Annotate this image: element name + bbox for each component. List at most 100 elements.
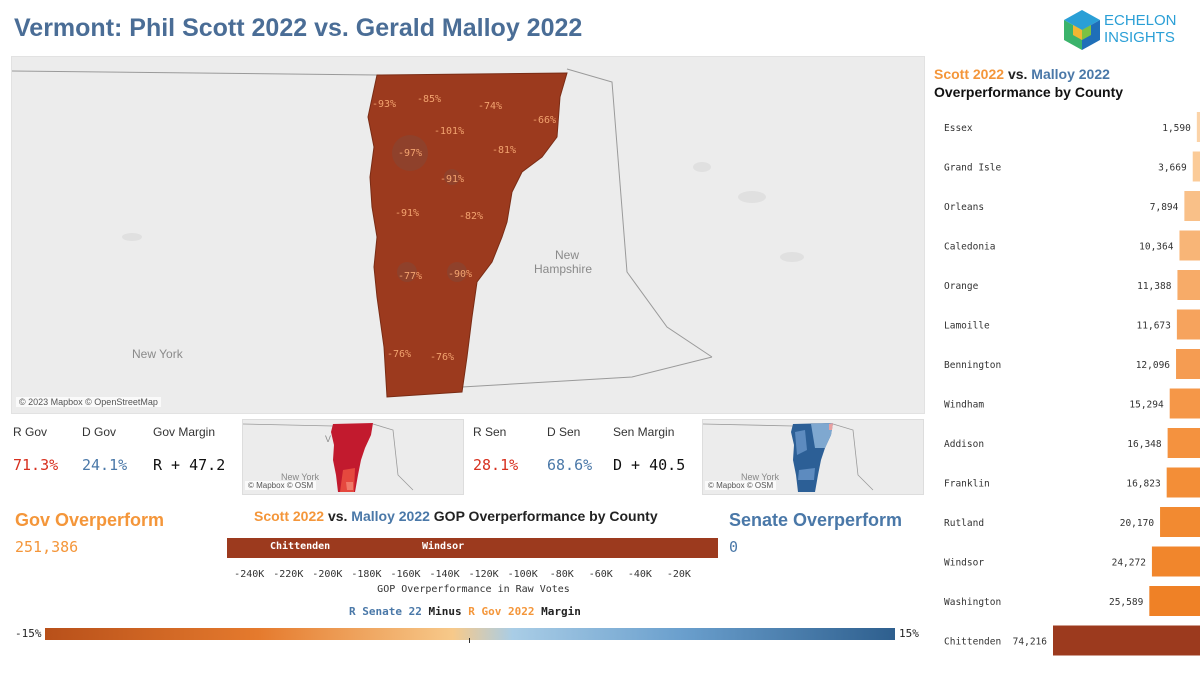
- x-tick-label: -80K: [550, 569, 574, 580]
- senate-overperform-value: 0: [729, 538, 739, 556]
- d-sen-value: 68.6%: [547, 456, 593, 474]
- county-value-label: 12,096: [1136, 360, 1171, 371]
- stack-chart-xlabel: GOP Overperformance in Raw Votes: [377, 584, 570, 595]
- county-label: Bennington: [944, 360, 1001, 371]
- legend-zero-tick: [469, 638, 470, 643]
- county-label: Windham: [944, 400, 984, 411]
- gov-overperform-label: Gov Overperform: [15, 510, 165, 530]
- county-label: Orleans: [944, 202, 984, 213]
- county-overperformance-chart[interactable]: Chittenden Windsor -240K -220K -200K -180K -16…: [200, 530, 730, 600]
- mini-map-credit[interactable]: © Mapbox © OSM: [245, 481, 317, 490]
- x-tick-label: -20K: [667, 569, 691, 580]
- vermont-shape: [331, 423, 373, 492]
- county-label: Addison: [944, 439, 984, 450]
- county-pct: -76%: [430, 352, 454, 363]
- county-bar[interactable]: [1192, 151, 1200, 182]
- sen-margin-label: Sen Margin: [613, 425, 675, 439]
- county-value-label: 7,894: [1150, 202, 1179, 213]
- gov-margin-label: Gov Margin: [153, 425, 216, 439]
- county-pct: -74%: [478, 101, 502, 112]
- legend-max: 15%: [899, 627, 919, 640]
- x-tick-label: -40K: [628, 569, 652, 580]
- stack-bar-total[interactable]: [227, 538, 718, 558]
- county-bar[interactable]: [1179, 230, 1200, 261]
- county-pct: -76%: [387, 349, 411, 360]
- county-bar[interactable]: [1176, 349, 1200, 379]
- svg-text:New York: New York: [281, 472, 320, 482]
- county-value-label: 3,669: [1158, 163, 1187, 174]
- county-bar-chart[interactable]: Essex 1,590 Grand Isle 3,669 Orleans 7,894 Cal…: [930, 108, 1200, 674]
- right-panel-subtitle: Overperformance by County: [934, 84, 1124, 100]
- county-pct: -91%: [440, 174, 464, 185]
- d-gov-value: 24.1%: [82, 456, 128, 474]
- sen-mini-map[interactable]: New York © Mapbox © OSM: [702, 419, 924, 495]
- gov-overperform-value: 251,386: [15, 538, 79, 556]
- stack-segment-label: Chittenden: [270, 540, 330, 552]
- county-label: Essex: [944, 123, 973, 134]
- main-map[interactable]: -93% -85% -74% -66% -101% -97% -81% -91%…: [11, 56, 925, 414]
- mini-map-credit[interactable]: © Mapbox © OSM: [705, 481, 777, 490]
- county-bar[interactable]: [1184, 191, 1200, 221]
- county-pct: -82%: [459, 211, 483, 222]
- senate-overperform-label: Senate Overperform: [729, 510, 903, 530]
- map-label-new-york: New York: [132, 347, 184, 361]
- county-pct: -93%: [372, 99, 396, 110]
- county-bar[interactable]: [1166, 467, 1200, 498]
- county-bar[interactable]: [1160, 507, 1200, 537]
- county-label: Grand Isle: [944, 163, 1001, 174]
- county-label: Chittenden: [944, 637, 1001, 648]
- legend-title: R Senate 22 Minus R Gov 2022 Margin: [349, 605, 581, 618]
- county-bar[interactable]: [1177, 270, 1200, 300]
- d-sen-label: D Sen: [547, 425, 581, 439]
- county-bar[interactable]: [1176, 309, 1200, 340]
- county-label: Lamoille: [944, 321, 990, 332]
- county-bar[interactable]: [1196, 112, 1200, 142]
- county-pct: -81%: [492, 145, 516, 156]
- color-legend-bar[interactable]: [45, 628, 895, 640]
- county-value-label: 11,388: [1137, 281, 1172, 292]
- right-panel-title: Scott 2022 vs. Malloy 2022: [934, 66, 1110, 82]
- county-pct: -101%: [434, 126, 464, 137]
- county-bar[interactable]: [1053, 625, 1200, 656]
- county-label: Caledonia: [944, 242, 995, 253]
- county-label: Franklin: [944, 479, 990, 490]
- x-tick-label: -100K: [508, 569, 538, 580]
- county-value-label: 20,170: [1120, 518, 1155, 529]
- county-value-label: 10,364: [1139, 242, 1174, 253]
- county-value-label: 16,348: [1127, 439, 1162, 450]
- x-tick-label: -180K: [351, 569, 381, 580]
- logo-line2: INSIGHTS: [1104, 29, 1175, 46]
- gov-mini-map[interactable]: V New York © Mapbox © OSM: [242, 419, 464, 495]
- county-chart-title: Scott 2022 vs. Malloy 2022 GOP Overperfo…: [254, 508, 658, 524]
- state-border: [12, 68, 713, 358]
- logo-line1: ECHELON: [1104, 12, 1177, 29]
- county-label: Rutland: [944, 518, 984, 529]
- county-label: Orange: [944, 281, 979, 292]
- map-canvas: -93% -85% -74% -66% -101% -97% -81% -91%…: [12, 68, 804, 398]
- county-value-label: 25,589: [1109, 597, 1144, 608]
- sen-margin-value: D + 40.5: [613, 456, 686, 474]
- county-bar[interactable]: [1167, 428, 1200, 458]
- county-bar[interactable]: [1149, 586, 1200, 616]
- cube-logo-icon: [1064, 10, 1100, 50]
- x-tick-label: -200K: [312, 569, 342, 580]
- county-pct: -66%: [532, 115, 556, 126]
- county-value-label: 11,673: [1137, 321, 1171, 332]
- county-value-label: 24,272: [1112, 558, 1146, 569]
- county-bar[interactable]: [1169, 388, 1200, 419]
- county-label: Windsor: [944, 558, 984, 569]
- county-value-label: 16,823: [1126, 479, 1160, 490]
- county-value-label: 15,294: [1129, 400, 1164, 411]
- x-tick-label: -160K: [390, 569, 420, 580]
- r-gov-label: R Gov: [13, 425, 48, 439]
- county-pct: -77%: [398, 271, 422, 282]
- map-credit[interactable]: © 2023 Mapbox © OpenStreetMap: [16, 397, 161, 407]
- county-pct: -97%: [398, 148, 422, 159]
- r-sen-label: R Sen: [473, 425, 507, 439]
- stack-segment-label: Windsor: [422, 540, 464, 552]
- d-gov-label: D Gov: [82, 425, 117, 439]
- county-bar[interactable]: [1151, 546, 1200, 577]
- x-tick-label: -240K: [234, 569, 264, 580]
- legend-min: -15%: [15, 627, 42, 640]
- x-tick-label: -220K: [273, 569, 303, 580]
